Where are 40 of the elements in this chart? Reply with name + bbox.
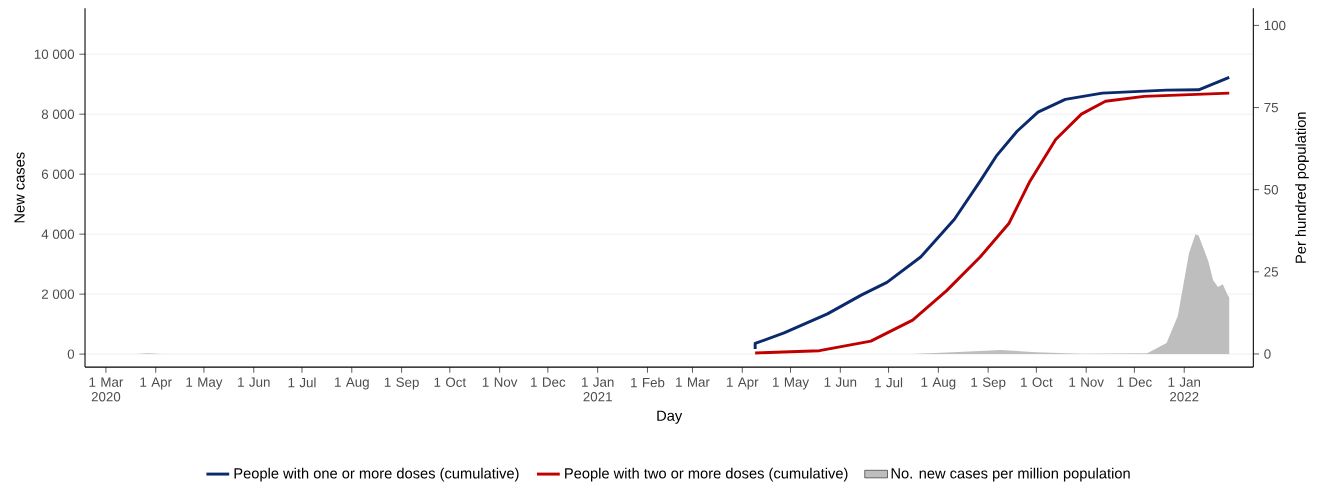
x-tick-label: 1 Jun bbox=[824, 377, 857, 387]
y-axis-title: New cases bbox=[14, 152, 25, 223]
y-tick-label: 6 000 bbox=[41, 169, 75, 179]
x-tick-label: 1 Dec bbox=[531, 377, 566, 387]
legend-label: People with two or more doses (cumulative) bbox=[565, 467, 848, 482]
x-tick-label: 1 Apr bbox=[140, 377, 172, 390]
x-tick-label: 1 May bbox=[186, 377, 223, 390]
x-tick-label: 1 Mar 2020 bbox=[89, 377, 124, 402]
x-tick-label: 1 Sep bbox=[971, 377, 1006, 390]
x-tick-label: 1 Sep bbox=[384, 377, 419, 390]
x-tick-label: 1 Aug bbox=[921, 377, 956, 390]
x-tick-label: 1 May bbox=[773, 377, 810, 390]
x-tick-label: 1 Dec bbox=[1117, 377, 1152, 387]
x-tick-label: 1 Jan 2021 bbox=[582, 377, 614, 402]
x-tick-label: 1 Oct bbox=[434, 377, 467, 387]
y-tick-label: 8 000 bbox=[41, 109, 75, 119]
x-tick-label: 1 Apr bbox=[727, 377, 759, 390]
y-tick-label: 2 000 bbox=[41, 289, 75, 299]
y-tick-label: 10 000 bbox=[34, 49, 75, 59]
x-tick-label: 1 Nov bbox=[482, 377, 518, 387]
legend-label: People with one or more doses (cumulative) bbox=[234, 467, 519, 482]
x-tick-label: 1 Jul bbox=[875, 377, 903, 388]
x-tick-label: 1 Mar bbox=[676, 377, 710, 387]
x-tick-label: 1 Jun bbox=[238, 377, 270, 387]
x-tick-label: 1 Oct bbox=[1021, 377, 1053, 387]
y2-tick-label: 25 bbox=[1264, 267, 1279, 277]
x-tick-label: 1 Jan 2022 bbox=[1168, 377, 1201, 402]
x-tick-label: 1 Jul bbox=[288, 377, 316, 388]
y2-tick-label: 75 bbox=[1264, 102, 1279, 113]
y-tick-label: 0 bbox=[67, 349, 75, 359]
x-tick-label: 1 Feb bbox=[631, 377, 665, 388]
y-tick-label: 4 000 bbox=[41, 229, 75, 239]
y2-tick-label: 100 bbox=[1264, 20, 1286, 31]
y2-tick-label: 0 bbox=[1264, 349, 1271, 359]
x-tick-label: 1 Nov bbox=[1069, 377, 1104, 387]
legend-label: No. new cases per million population bbox=[891, 467, 1130, 482]
x-tick-label: 1 Aug bbox=[335, 377, 369, 390]
x-axis-title: Day bbox=[657, 410, 683, 424]
y2-axis-title: Per hundred population bbox=[1295, 112, 1309, 263]
y2-tick-label: 50 bbox=[1264, 184, 1279, 195]
